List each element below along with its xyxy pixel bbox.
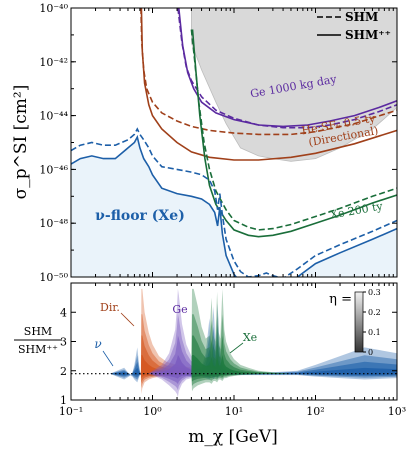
nu-floor-label: ν-floor (Xe) bbox=[95, 208, 185, 224]
xe-band-label: Xe bbox=[243, 331, 257, 344]
top-axis-ticks: 10⁻⁵⁰ 10⁻⁴⁸ 10⁻⁴⁶ 10⁻⁴⁴ 10⁻⁴² 10⁻⁴⁰ bbox=[39, 2, 398, 284]
bottom-panel: 1 2 3 4 10⁻¹ 10⁰ 10¹ 10² 10³ SHM SHM⁺⁺ Dir. Ge X… bbox=[14, 282, 406, 447]
legend-shmpp-label: SHM⁺⁺ bbox=[345, 28, 391, 42]
legend-shm-label: SHM bbox=[345, 10, 378, 24]
xe-shmpp-curve bbox=[191, 29, 397, 238]
ratio-numerator: SHM bbox=[24, 325, 52, 338]
ratio-denominator: SHM⁺⁺ bbox=[18, 343, 58, 356]
ratio-y-tick-label: 1 bbox=[60, 394, 67, 407]
x-tick-label: 10⁻¹ bbox=[59, 405, 83, 418]
x-tick-label: 10³ bbox=[388, 405, 406, 418]
ratio-y-tick-label: 3 bbox=[60, 336, 67, 349]
x-tick-label: 10⁰ bbox=[143, 405, 162, 418]
y-tick-label: 10⁻⁴⁸ bbox=[39, 217, 68, 230]
xe-band-level-3 bbox=[191, 355, 291, 378]
nu-shm-curve bbox=[71, 127, 397, 277]
dir-band-label: Dir. bbox=[100, 301, 120, 314]
ge-shmpp-curve bbox=[178, 8, 397, 128]
x-axis-title: m_χ [GeV] bbox=[188, 427, 278, 447]
y-tick-label: 10⁻⁴⁶ bbox=[39, 163, 68, 176]
ge-band-label: Ge bbox=[172, 303, 187, 316]
x-tick-label: 10² bbox=[306, 405, 324, 418]
ratio-y-axis-title: SHM SHM⁺⁺ bbox=[14, 325, 62, 356]
nu-floor-region bbox=[71, 137, 397, 277]
nu-band-label: ν bbox=[94, 337, 101, 351]
ratio-y-tick-label: 2 bbox=[60, 365, 67, 378]
colorbar-tick-label: 0.3 bbox=[368, 288, 381, 297]
xe-band-pointer bbox=[229, 342, 244, 354]
y-tick-label: 10⁻⁴⁰ bbox=[39, 2, 68, 15]
nu-shmpp-curve bbox=[71, 134, 397, 277]
colorbar-tick-label: 0.2 bbox=[368, 308, 381, 317]
top-y-axis-title: σ_p^SI [cm²] bbox=[11, 85, 31, 200]
bottom-axis-ticks: 1 2 3 4 10⁻¹ 10⁰ 10¹ 10² 10³ bbox=[59, 283, 406, 418]
y-tick-label: 10⁻⁵⁰ bbox=[39, 271, 68, 284]
y-tick-label: 10⁻⁴² bbox=[39, 56, 68, 69]
colorbar: η = 0 0.1 0.2 0.3 bbox=[329, 288, 381, 357]
limit-curves bbox=[71, 8, 397, 277]
xe-shm-curve bbox=[190, 29, 397, 231]
colorbar-ticks: 0 0.1 0.2 0.3 bbox=[363, 288, 381, 357]
colorbar-tick-label: 0.1 bbox=[368, 328, 381, 337]
legend: SHM SHM⁺⁺ bbox=[317, 10, 391, 42]
colorbar-label: η = bbox=[329, 292, 352, 307]
x-tick-label: 10¹ bbox=[225, 405, 243, 418]
dir-band-pointer bbox=[120, 312, 135, 327]
colorbar-tick-label: 0 bbox=[368, 348, 373, 357]
nu-band-pointer bbox=[102, 350, 114, 367]
y-tick-label: 10⁻⁴⁴ bbox=[39, 110, 68, 123]
he-shmpp-curve bbox=[140, 8, 397, 161]
ratio-y-tick-label: 4 bbox=[60, 306, 67, 319]
colorbar-scale bbox=[354, 291, 364, 353]
top-panel: 10⁻⁵⁰ 10⁻⁴⁸ 10⁻⁴⁶ 10⁻⁴⁴ 10⁻⁴² 10⁻⁴⁰ σ_p^SI [c… bbox=[11, 2, 398, 284]
